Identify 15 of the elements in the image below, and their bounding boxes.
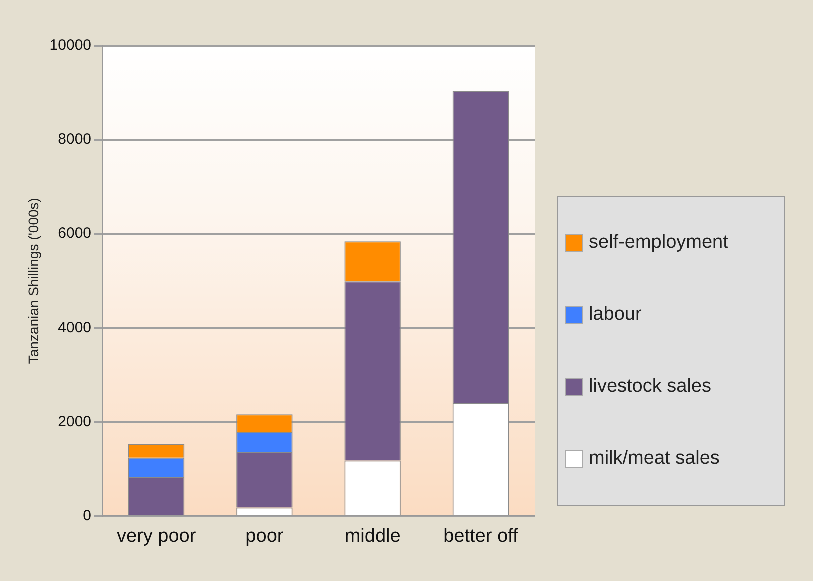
y-tick-label: 2000 [58,413,92,430]
y-tick-label: 6000 [58,225,92,242]
x-tick-label: better off [444,526,519,547]
legend-label: livestock sales [589,376,712,398]
legend-label: labour [589,304,642,326]
y-tick-label: 10000 [50,37,92,54]
y-tick-label: 0 [83,507,92,524]
y-axis-title: Tanzanian Shillings ('000s) [25,198,42,364]
x-tick-label: poor [246,526,284,547]
legend-label: milk/meat sales [589,448,720,470]
y-tick-label: 8000 [58,131,92,148]
legend-label: self-employment [589,232,728,254]
y-tick-label: 4000 [58,319,92,336]
x-tick-label: middle [344,526,401,547]
x-tick-label: very poor [116,526,197,547]
